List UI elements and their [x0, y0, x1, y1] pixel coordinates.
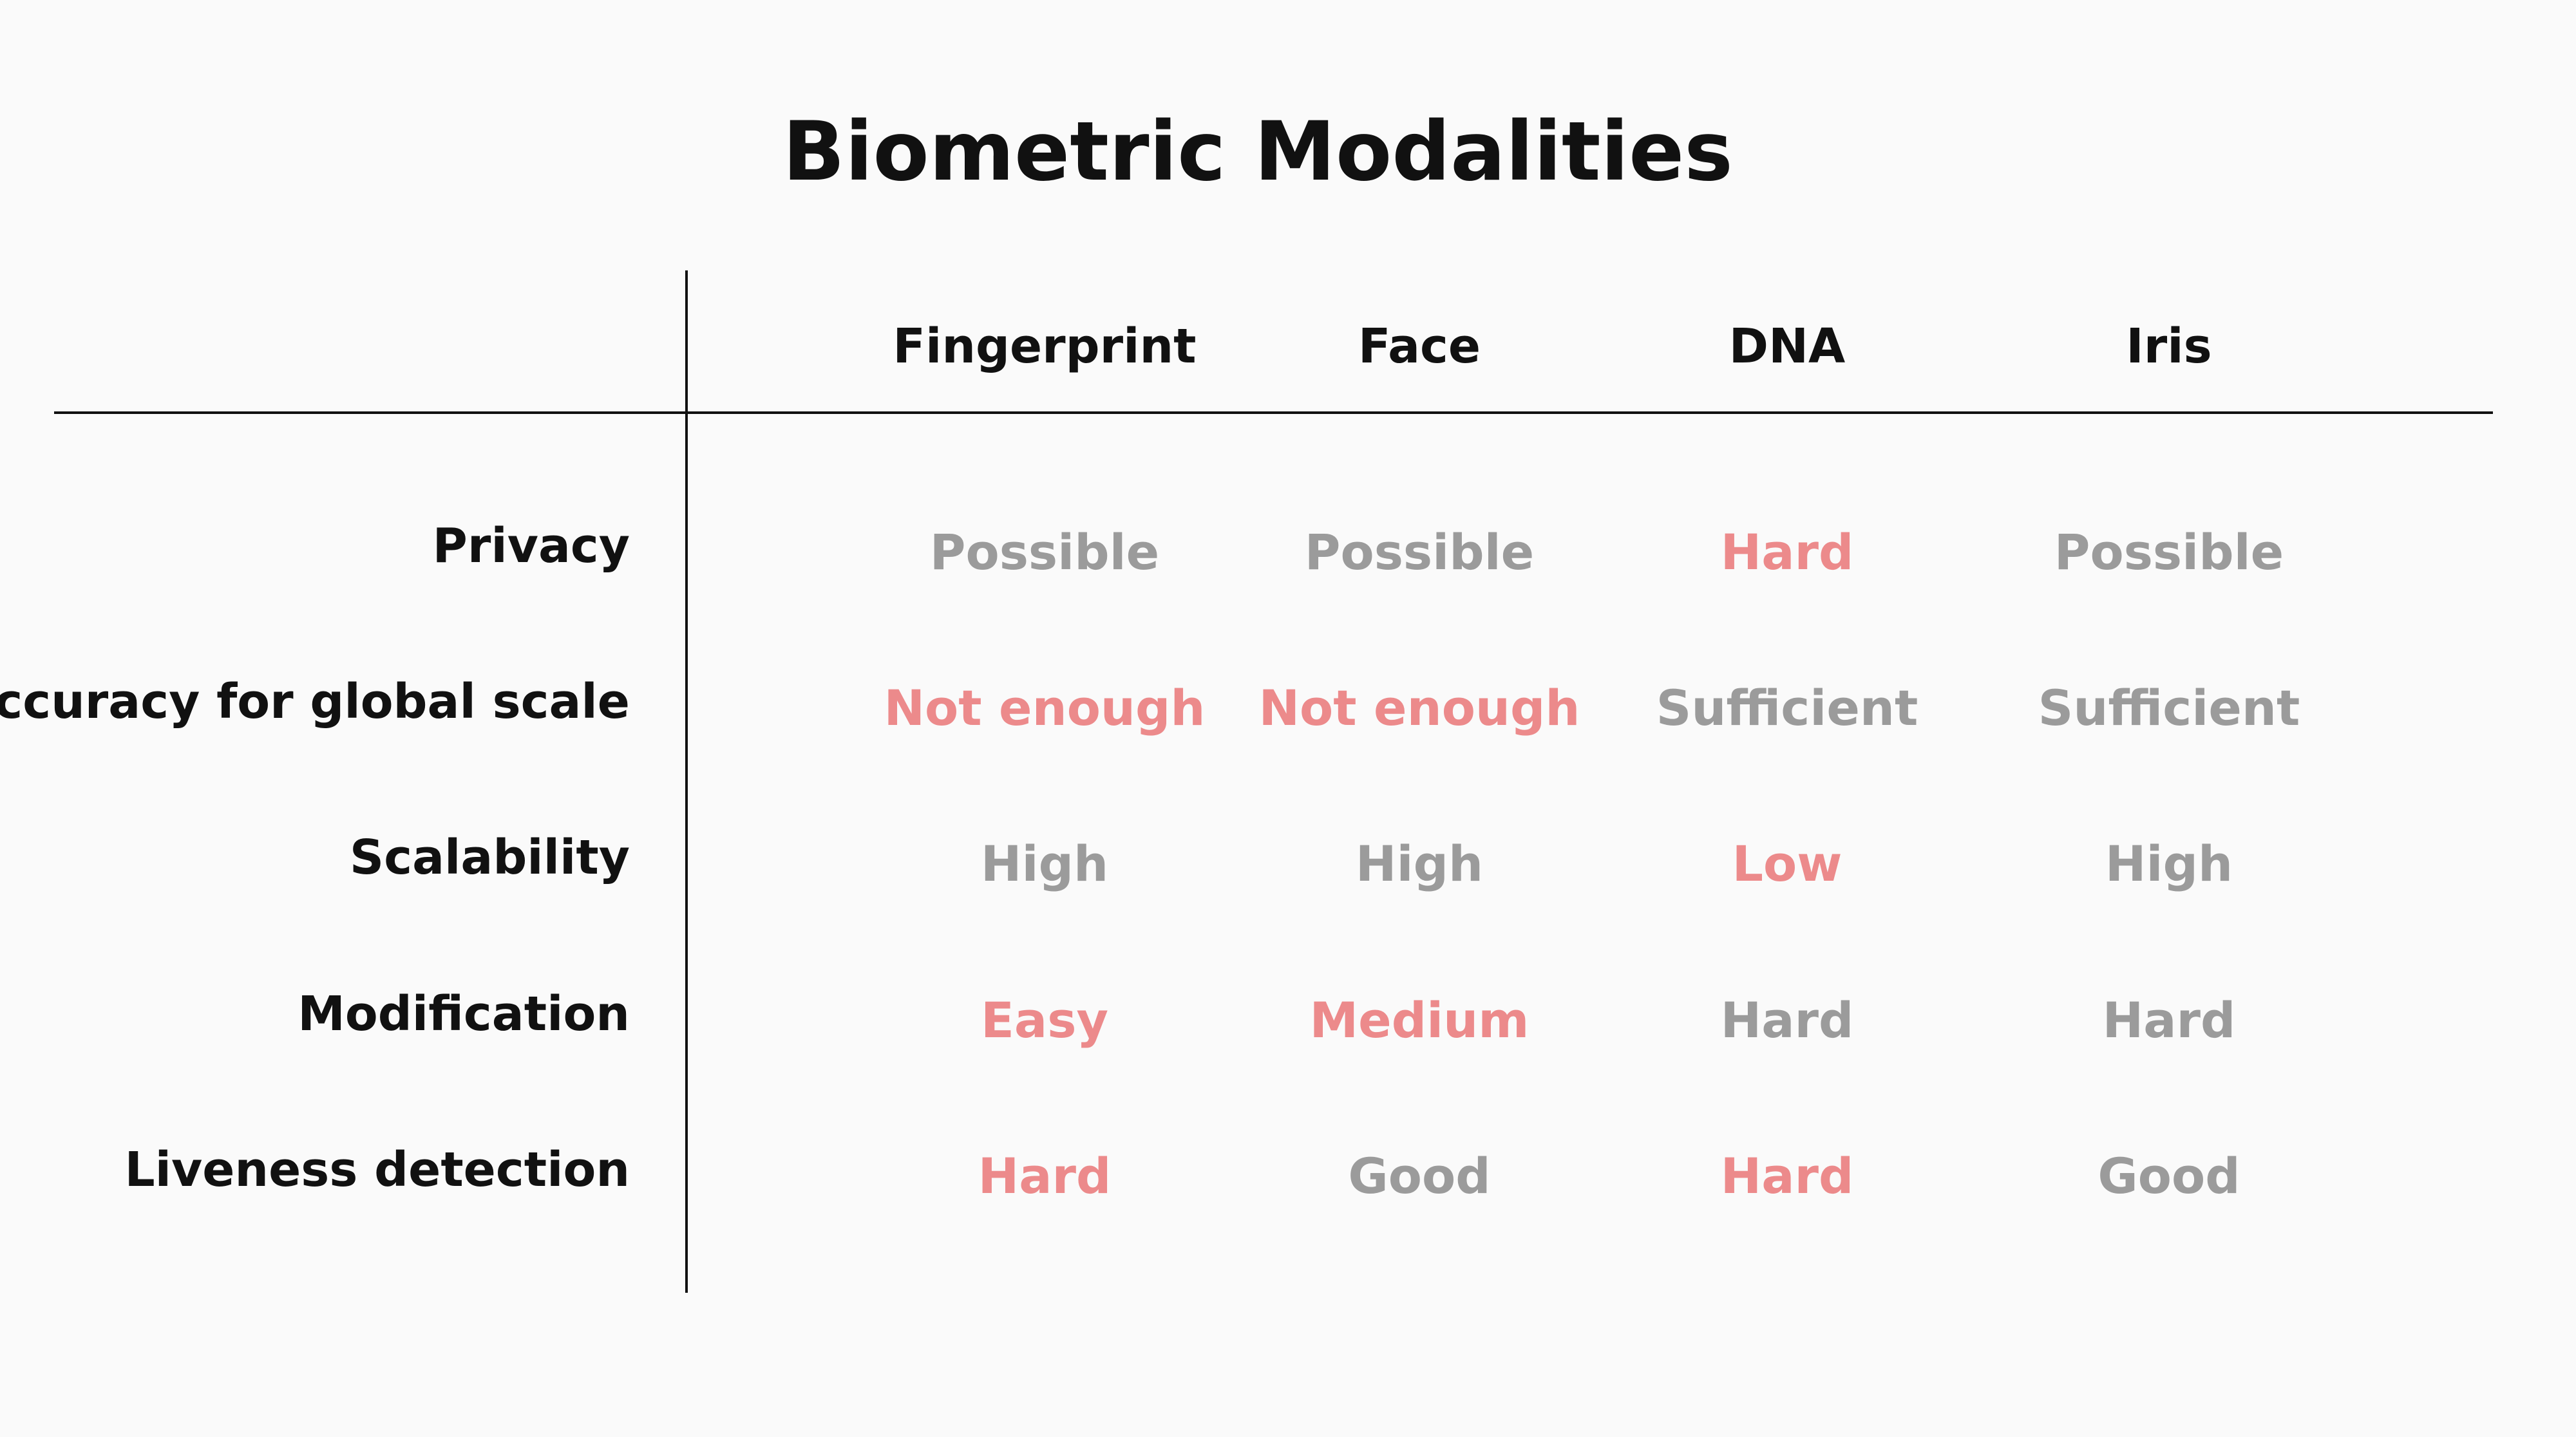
cell-accuracy-fingerprint: Not enough	[884, 679, 1206, 737]
cell-accuracy-iris: Sufficient	[2038, 679, 2300, 737]
row-header-liveness: Liveness detection	[124, 1142, 630, 1198]
cell-accuracy-dna: Sufficient	[1656, 679, 1918, 737]
vertical-divider	[685, 270, 688, 1293]
cell-scalability-iris: High	[2105, 835, 2233, 892]
cell-liveness-dna: Hard	[1720, 1147, 1854, 1205]
cell-liveness-iris: Good	[2098, 1147, 2240, 1205]
cell-scalability-dna: Low	[1732, 835, 1842, 892]
row-header-modification: Modification	[298, 986, 630, 1042]
column-header-face: Face	[1358, 319, 1481, 374]
cell-accuracy-face: Not enough	[1258, 679, 1580, 737]
cell-liveness-fingerprint: Hard	[978, 1147, 1112, 1205]
cell-privacy-iris: Possible	[2054, 523, 2284, 581]
cell-privacy-face: Possible	[1304, 523, 1535, 581]
cell-liveness-face: Good	[1348, 1147, 1491, 1205]
row-header-privacy: Privacy	[432, 518, 630, 574]
row-header-scalability: Scalability	[349, 830, 630, 885]
cell-privacy-dna: Hard	[1720, 523, 1854, 581]
row-header-accuracy: Accuracy for global scale	[0, 674, 630, 729]
cell-modification-fingerprint: Easy	[981, 991, 1108, 1049]
cell-privacy-fingerprint: Possible	[929, 523, 1160, 581]
cell-modification-iris: Hard	[2102, 991, 2236, 1049]
page-title: Biometric Modalities	[782, 104, 1733, 199]
column-header-iris: Iris	[2126, 319, 2212, 374]
cell-scalability-fingerprint: High	[980, 835, 1109, 892]
column-header-dna: DNA	[1728, 319, 1846, 374]
column-header-fingerprint: Fingerprint	[893, 319, 1197, 374]
cell-modification-dna: Hard	[1720, 991, 1854, 1049]
cell-modification-face: Medium	[1309, 991, 1530, 1049]
cell-scalability-face: High	[1355, 835, 1484, 892]
horizontal-divider	[54, 411, 2493, 414]
